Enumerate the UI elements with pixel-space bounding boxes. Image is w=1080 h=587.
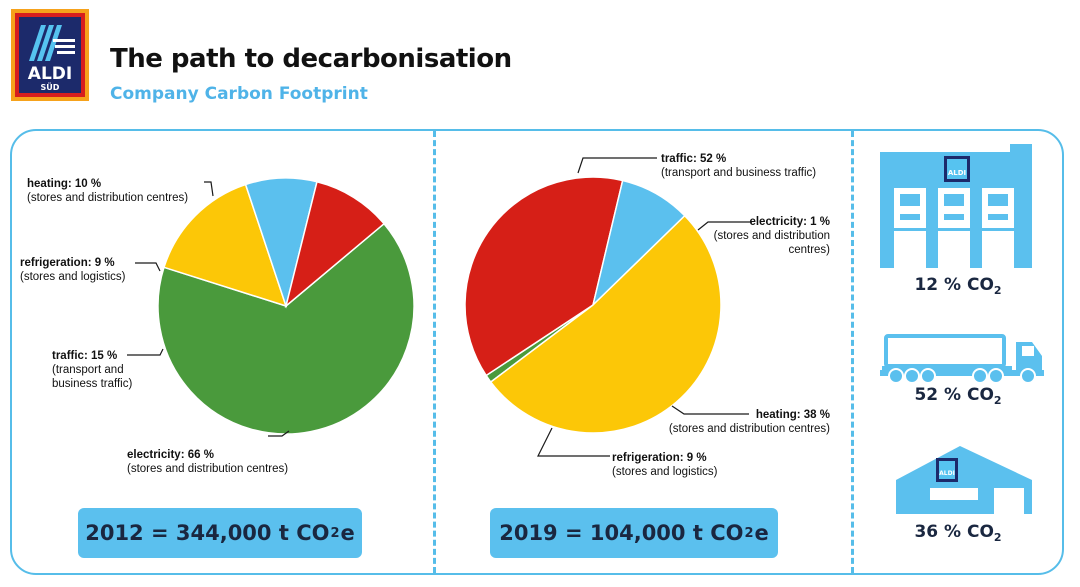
leader-2019-traffic: [577, 157, 657, 174]
pie-slice-2019-traffic: [489, 214, 722, 434]
divider-2: [851, 131, 854, 573]
divider-1: [433, 131, 436, 573]
label-2012-heating: heating: 10 % (stores and distribution c…: [27, 178, 189, 204]
leader-2012-electricity: [268, 430, 290, 437]
share-distribution: 12 % CO2: [914, 275, 1002, 297]
pie-slice-2012-electricity: [157, 222, 415, 435]
pie-slice-2012-heating: [284, 180, 386, 309]
leader-2019-electricity: [697, 221, 752, 231]
label-2019-traffic: traffic: 52 % (transport and business tr…: [661, 153, 817, 179]
leader-2019-refrigeration: [537, 427, 610, 457]
total-2012: 2012 = 344,000 t CO 2 e: [78, 508, 362, 558]
label-2019-refrigeration: refrigeration: 9 % (stores and logistics…: [612, 452, 718, 478]
total-2019: 2019 = 104,000 t CO 2 e: [490, 508, 778, 558]
distribution-centre-icon: ALDI: [880, 144, 1032, 268]
svg-text:ALDI: ALDI: [28, 64, 72, 84]
content-frame: [10, 129, 1064, 575]
leader-2012-traffic: [127, 348, 164, 356]
leader-2019-heating: [671, 405, 749, 415]
label-2019-electricity: electricity: 1 % (stores and distributio…: [713, 216, 830, 256]
svg-text:SÜD: SÜD: [41, 82, 60, 92]
share-truck: 52 % CO2: [914, 385, 1002, 407]
page-subtitle: Company Carbon Footprint: [110, 84, 368, 104]
label-2019-heating: heating: 38 % (stores and distribution c…: [668, 409, 830, 435]
pie-slice-2019-heating: [464, 176, 624, 377]
share-store: 36 % CO2: [914, 522, 1002, 544]
leader-2012-refrigeration: [135, 262, 161, 272]
leader-2012-heating: [204, 181, 214, 197]
page-title: The path to decarbonisation: [110, 44, 512, 74]
label-2012-electricity: electricity: 66 % (stores and distributi…: [127, 449, 289, 475]
truck-icon: [880, 334, 1044, 384]
store-icon: ALDI: [896, 446, 1032, 514]
label-2012-refrigeration: refrigeration: 9 % (stores and logistics…: [20, 257, 126, 283]
pie-2019: [464, 176, 722, 434]
svg-text:ALDI: ALDI: [948, 169, 966, 177]
label-2012-traffic: traffic: 15 % (transport and business tr…: [52, 350, 133, 390]
svg-text:ALDI: ALDI: [939, 470, 955, 477]
aldi-logo: ALDI SÜD: [11, 9, 89, 101]
pie-2012: [157, 177, 415, 435]
leader-lines: [127, 157, 752, 457]
